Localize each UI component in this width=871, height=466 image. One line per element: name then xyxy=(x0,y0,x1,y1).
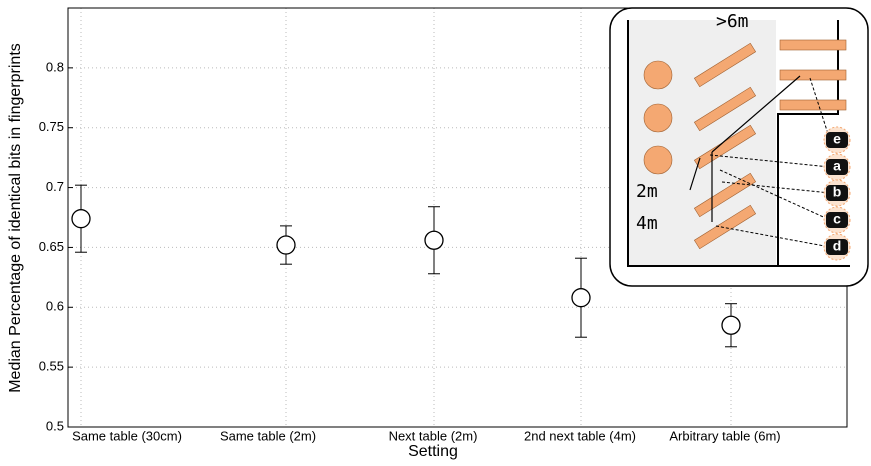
point xyxy=(71,209,91,229)
distance-arrows xyxy=(689,75,801,222)
position-label: e xyxy=(833,131,841,147)
dashed-link xyxy=(809,77,831,141)
inset-floor xyxy=(628,20,776,266)
distance-label: 2m xyxy=(636,181,658,202)
point xyxy=(571,288,591,308)
label-box xyxy=(826,212,848,228)
y-axis-label: Median Percentage of identical bits in f… xyxy=(7,43,24,393)
y-tick-label: 0.6 xyxy=(46,299,64,314)
round-table xyxy=(643,103,673,133)
table xyxy=(693,42,757,88)
position-label: b xyxy=(833,184,842,200)
table xyxy=(693,86,757,132)
table xyxy=(693,172,757,218)
dashed-link xyxy=(719,169,831,221)
x-tick-label: Same table (2m) xyxy=(220,428,316,443)
y-tick-label: 0.55 xyxy=(39,359,64,374)
table xyxy=(779,99,847,111)
y-tick-label: 0.5 xyxy=(46,418,64,433)
y-tick-label: 0.8 xyxy=(46,59,64,74)
label-box xyxy=(826,132,848,148)
distance-label: >6m xyxy=(716,11,749,32)
position-label: c xyxy=(833,211,841,227)
table xyxy=(779,69,847,81)
position-label: d xyxy=(833,238,842,254)
table xyxy=(693,204,757,250)
x-tick-label: Next table (2m) xyxy=(389,428,478,443)
y-tick-label: 0.65 xyxy=(39,239,64,254)
x-tick-label: 2nd next table (4m) xyxy=(524,428,636,443)
distance-label: 4m xyxy=(636,213,658,234)
inset-wall xyxy=(627,20,850,267)
x-axis-label: Setting xyxy=(408,443,458,460)
x-tick-label: Same table (30cm) xyxy=(72,428,182,443)
round-table xyxy=(643,145,673,175)
dashed-link xyxy=(721,181,831,194)
x-tick-label: Arbitrary table (6m) xyxy=(669,428,780,443)
y-tick-label: 0.7 xyxy=(46,179,64,194)
table xyxy=(779,39,847,51)
label-box xyxy=(826,185,848,201)
dashed-link xyxy=(709,154,831,168)
label-box xyxy=(826,239,848,255)
round-table xyxy=(643,60,673,90)
point xyxy=(276,235,296,255)
point xyxy=(424,230,444,250)
position-label: a xyxy=(833,158,841,174)
y-tick-label: 0.75 xyxy=(39,119,64,134)
dashed-link xyxy=(715,225,831,248)
label-box xyxy=(826,159,848,175)
point xyxy=(721,315,741,335)
